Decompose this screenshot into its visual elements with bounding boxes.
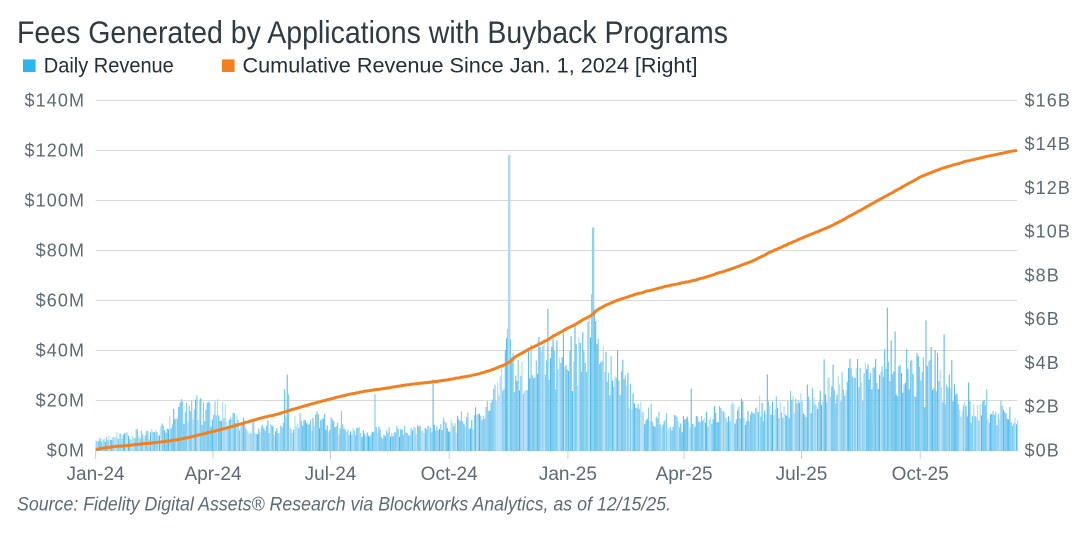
svg-text:$40M: $40M xyxy=(36,340,85,360)
svg-text:$14B: $14B xyxy=(1025,134,1071,154)
svg-text:$10B: $10B xyxy=(1025,222,1071,242)
svg-text:Jul-24: Jul-24 xyxy=(305,464,357,485)
svg-text:Source: Fidelity Digital Asset: Source: Fidelity Digital Assets® Researc… xyxy=(17,494,671,516)
svg-text:$12B: $12B xyxy=(1025,178,1071,198)
svg-text:$120M: $120M xyxy=(25,140,86,160)
svg-text:$0B: $0B xyxy=(1025,440,1060,460)
svg-text:$20M: $20M xyxy=(36,390,85,410)
svg-text:$16B: $16B xyxy=(1025,90,1071,110)
svg-text:$2B: $2B xyxy=(1025,397,1060,417)
svg-text:Oct-25: Oct-25 xyxy=(892,464,949,485)
svg-text:Cumulative Revenue Since Jan.: Cumulative Revenue Since Jan. 1, 2024 [R… xyxy=(243,54,698,78)
svg-text:$80M: $80M xyxy=(36,240,85,260)
svg-text:$100M: $100M xyxy=(25,190,86,210)
svg-text:Apr-25: Apr-25 xyxy=(656,464,713,485)
svg-text:Daily Revenue: Daily Revenue xyxy=(44,54,174,78)
svg-text:$140M: $140M xyxy=(25,90,86,110)
svg-text:Jul-25: Jul-25 xyxy=(776,464,828,485)
svg-text:Jan-24: Jan-24 xyxy=(67,464,126,485)
svg-text:$6B: $6B xyxy=(1025,309,1060,329)
svg-text:$4B: $4B xyxy=(1025,353,1060,373)
svg-text:$0M: $0M xyxy=(47,440,85,460)
svg-text:Fees Generated by Applications: Fees Generated by Applications with Buyb… xyxy=(17,14,728,50)
svg-text:Jan-25: Jan-25 xyxy=(539,464,597,485)
svg-text:$8B: $8B xyxy=(1025,265,1060,285)
svg-text:Apr-24: Apr-24 xyxy=(184,464,241,485)
svg-text:Oct-24: Oct-24 xyxy=(421,464,478,485)
svg-text:$60M: $60M xyxy=(36,290,85,310)
